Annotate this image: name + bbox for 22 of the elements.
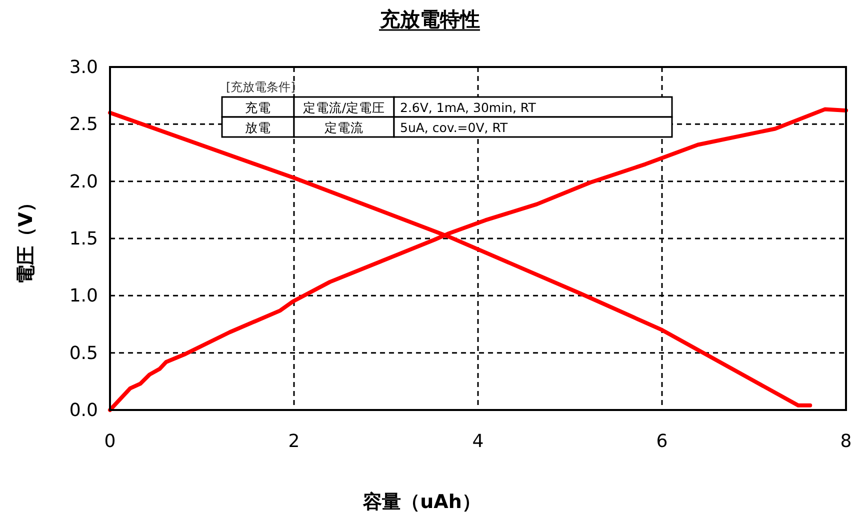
x-tick-label: 8 [840, 431, 852, 452]
x-tick-label: 4 [472, 431, 484, 452]
annotation: 5uA, cov.=0V, RT [400, 120, 508, 135]
y-tick-label: 0.0 [69, 400, 98, 421]
y-axis-title: 電圧（V） [15, 193, 37, 284]
x-tick-label: 6 [656, 431, 668, 452]
y-tick-label: 1.0 [69, 286, 98, 307]
annotation: [充放電条件] [226, 80, 296, 94]
annotation: 放電 [245, 120, 271, 135]
annotation: 定電流/定電圧 [302, 100, 386, 115]
annotation: 定電流 [324, 120, 364, 135]
y-tick-label: 2.5 [69, 114, 98, 136]
y-tick-label: 1.5 [69, 228, 98, 250]
y-tick-label: 0.5 [69, 342, 98, 364]
x-tick-label: 2 [288, 431, 300, 452]
annotation: 2.6V, 1mA, 30min, RT [400, 100, 536, 115]
annotation: 充電 [245, 100, 271, 115]
x-tick-label: 0 [104, 431, 116, 452]
y-tick-label: 3.0 [69, 57, 98, 78]
x-axis-title: 容量（uAh） [362, 491, 481, 513]
y-tick-label: 2.0 [69, 171, 98, 192]
chart-title: 充放電特性 [379, 7, 480, 31]
